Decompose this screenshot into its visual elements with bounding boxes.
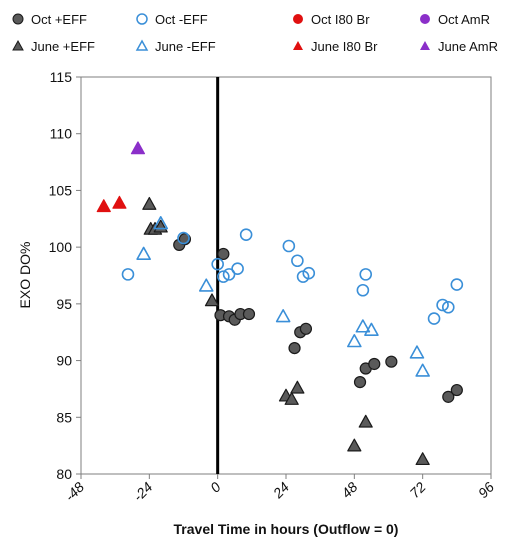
y-axis-label: EXO DO% (17, 242, 33, 309)
y-tick-label: 100 (49, 239, 73, 255)
data-point (299, 322, 313, 335)
data-point (291, 254, 304, 268)
data-point (415, 363, 430, 377)
legend-entry-june-i80-br: June I80 Br (293, 39, 378, 54)
data-point (142, 196, 157, 210)
data-points (96, 141, 464, 466)
legend-label-june-amr: June AmR (438, 39, 498, 54)
data-point (436, 298, 449, 312)
y-tick-label: 110 (50, 126, 73, 142)
x-tick-label: -48 (61, 479, 87, 505)
data-point (355, 319, 371, 333)
legend-marker-june-i80-br (293, 41, 303, 50)
legend-entry-june-minus-eff: June -EFF (135, 39, 216, 54)
legend-label-oct-i80-br: Oct I80 Br (311, 12, 370, 27)
legend-marker-oct-amr (420, 14, 430, 24)
y-tick-label: 80 (56, 466, 72, 482)
data-point (353, 376, 367, 389)
data-point (231, 262, 244, 275)
data-point (358, 414, 373, 428)
y-tick-label: 95 (56, 296, 72, 312)
data-point (204, 293, 220, 307)
x-tick-label: 24 (269, 479, 292, 502)
data-point (368, 357, 381, 371)
legend-label-june-i80-br: June I80 Br (311, 39, 378, 54)
legend-marker-oct-minus-eff (136, 13, 148, 25)
data-point (153, 216, 169, 230)
x-tick-label: 96 (475, 479, 497, 501)
legend-label-oct-plus-eff: Oct +EFF (31, 12, 87, 27)
y-tick-label: 90 (56, 353, 72, 369)
data-point (415, 452, 430, 466)
legend-entry-june-plus-eff: June +EFF (12, 39, 95, 54)
y-axis-ticks: 80 85 90 95 100 105 110 115 (49, 69, 81, 482)
data-point (427, 312, 441, 325)
legend-entry-oct-amr: Oct AmR (420, 12, 490, 27)
legend-entry-oct-plus-eff: Oct +EFF (12, 12, 87, 27)
legend: Oct +EFF Oct -EFF Oct I80 Br Oct AmR Jun… (12, 12, 498, 54)
data-point (302, 266, 316, 280)
data-point (242, 307, 256, 321)
data-point (347, 333, 362, 348)
legend-marker-june-plus-eff (12, 39, 24, 51)
data-point (177, 231, 190, 245)
x-tick-label: 0 (207, 479, 224, 496)
legend-entry-june-amr: June AmR (420, 39, 498, 54)
data-point (347, 438, 362, 452)
legend-marker-june-amr (420, 41, 430, 50)
legend-marker-june-minus-eff (135, 39, 149, 51)
data-point (136, 246, 151, 260)
legend-entry-oct-minus-eff: Oct -EFF (136, 12, 208, 27)
legend-label-oct-minus-eff: Oct -EFF (155, 12, 208, 27)
data-point (356, 283, 370, 297)
x-axis-label: Travel Time in hours (Outflow = 0) (174, 521, 399, 537)
legend-label-june-plus-eff: June +EFF (31, 39, 95, 54)
data-point (450, 383, 463, 397)
data-point (441, 300, 455, 314)
legend-marker-oct-i80-br (293, 14, 303, 24)
data-point (130, 141, 146, 155)
y-tick-label: 115 (50, 69, 73, 85)
data-point (290, 380, 305, 394)
data-point (359, 268, 373, 281)
data-point (275, 309, 291, 323)
series-6 (96, 195, 127, 213)
legend-label-june-minus-eff: June -EFF (155, 39, 216, 54)
data-point (450, 278, 464, 291)
data-point (222, 268, 236, 281)
series-0 (173, 233, 463, 403)
data-point (442, 390, 455, 403)
data-point (217, 270, 230, 283)
x-axis-ticks: -48 -24 0 24 48 72 96 (61, 474, 497, 504)
x-tick-label: 72 (406, 479, 428, 501)
data-point (385, 355, 398, 368)
y-tick-label: 105 (49, 182, 73, 198)
data-point (217, 247, 230, 261)
data-point (364, 322, 379, 336)
legend-marker-oct-plus-eff (12, 13, 24, 25)
data-point (121, 268, 135, 281)
legend-entry-oct-i80-br: Oct I80 Br (293, 12, 370, 27)
x-tick-label: -24 (130, 479, 156, 505)
series-5 (136, 216, 430, 377)
data-point (239, 228, 253, 241)
series-7 (130, 141, 146, 155)
data-point (284, 392, 299, 405)
data-point (211, 257, 224, 271)
y-tick-label: 85 (56, 409, 72, 425)
legend-label-oct-amr: Oct AmR (438, 12, 490, 27)
x-tick-label: 48 (338, 479, 360, 501)
data-point (409, 345, 425, 359)
series-1 (121, 228, 464, 325)
data-point (198, 278, 214, 292)
plot-area (80, 76, 492, 475)
data-point (96, 199, 111, 213)
data-point (288, 341, 301, 355)
data-point (282, 239, 296, 253)
data-point (112, 195, 127, 209)
